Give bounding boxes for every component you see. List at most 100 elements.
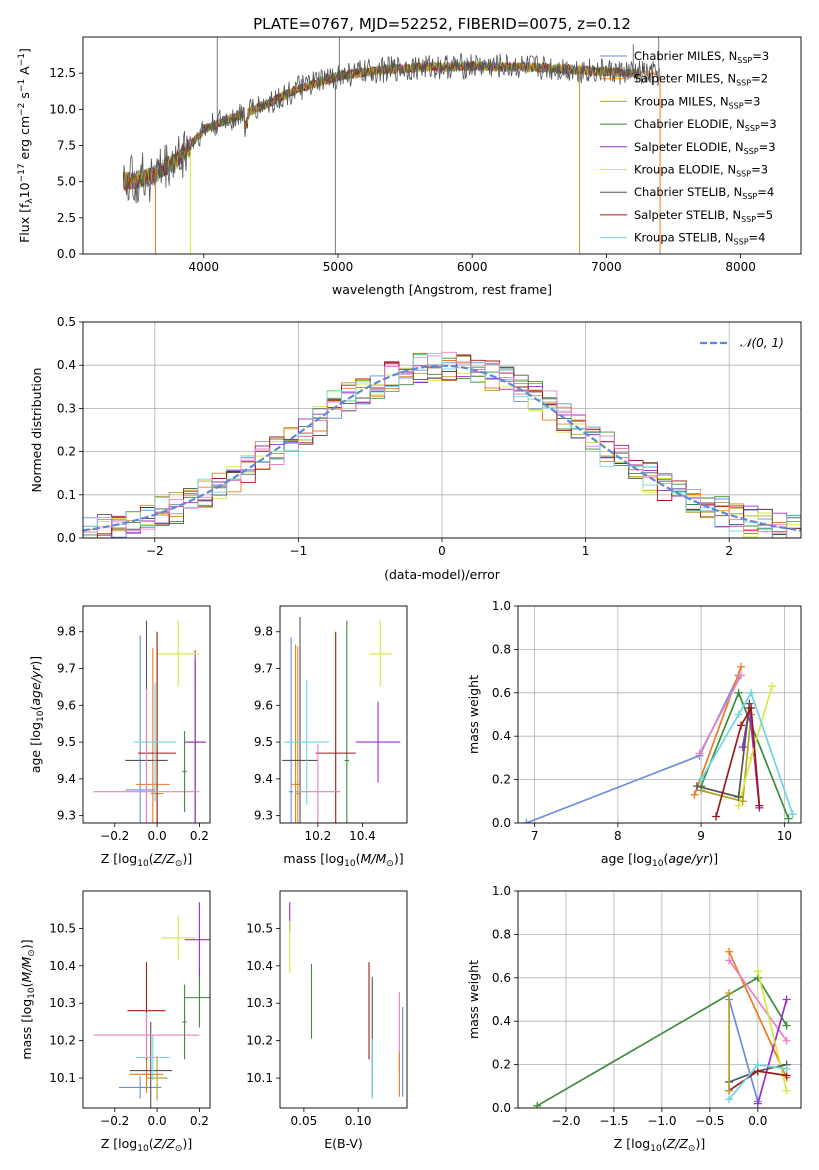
label-part: λ bbox=[25, 198, 35, 204]
legend-sub: SSP bbox=[741, 215, 756, 224]
label-part: −17 bbox=[17, 163, 27, 182]
y-tick-label: 10.1 bbox=[49, 1071, 76, 1085]
weight-marker bbox=[782, 1036, 791, 1045]
label-part: ⊙ bbox=[27, 949, 37, 957]
legend-name: Chabrier STELIB, N bbox=[634, 185, 742, 199]
weight-marker bbox=[734, 688, 743, 697]
legend-name: Salpeter ELODIE, N bbox=[634, 140, 744, 154]
label-part: ( bbox=[663, 851, 668, 866]
error-bars bbox=[289, 902, 404, 1099]
legend-label: Chabrier ELODIE, NSSP=3 bbox=[634, 117, 777, 133]
x-axis-label: Z [log10(Z/Z⊙)] bbox=[101, 1136, 192, 1154]
y-tick-label: 12.5 bbox=[49, 66, 76, 80]
weight-marker bbox=[690, 790, 699, 799]
label-part: M/M bbox=[19, 956, 34, 982]
weight-marker bbox=[745, 699, 754, 708]
y-tick-label: 0.6 bbox=[492, 971, 511, 985]
x-tick-label: 0.0 bbox=[148, 829, 167, 843]
legend-label: Chabrier STELIB, NSSP=4 bbox=[634, 185, 774, 201]
y-tick-label: 10.3 bbox=[49, 996, 76, 1010]
x-tick-label: 0.0 bbox=[148, 1114, 167, 1128]
weight-marker bbox=[725, 947, 734, 956]
y-tick-label: 2.5 bbox=[57, 211, 76, 225]
y-axis-label: mass weight bbox=[466, 960, 481, 1039]
label-part: Z [log bbox=[101, 851, 137, 866]
y-axis-label: age [log10(age/yr)] bbox=[28, 656, 46, 773]
y-tick-label: 10.5 bbox=[49, 921, 76, 935]
weight-lines bbox=[533, 947, 791, 1108]
y-axis-label: Normed distribution bbox=[29, 368, 44, 493]
residual-plot: −2 −1 0 1 2 0.0 0.1 0.2 0.3 0.4 0.5 𝒩(0, 1) (data-mo… bbox=[29, 315, 802, 582]
axes-frame bbox=[82, 605, 211, 824]
legend-sub: SSP bbox=[742, 192, 757, 201]
weight-line bbox=[728, 999, 759, 1102]
y-tick-label: 1.0 bbox=[492, 884, 511, 898]
x-tick-label: −0.2 bbox=[100, 1114, 129, 1128]
legend-label: 𝒩(0, 1) bbox=[740, 336, 784, 350]
weight-marker bbox=[738, 743, 747, 752]
label-part: Z [log bbox=[614, 1136, 650, 1151]
error-bars bbox=[282, 617, 401, 823]
y-tick-label: 9.7 bbox=[254, 662, 273, 676]
weight-marker bbox=[747, 753, 756, 762]
weight-line bbox=[715, 705, 761, 817]
label-part: −1 bbox=[17, 53, 27, 66]
label-part: ( bbox=[356, 851, 361, 866]
y-axis-label: Flux [fλ10−17 erg cm−2 s−1 A−1] bbox=[17, 48, 35, 243]
weight-marker bbox=[747, 688, 756, 697]
histograms bbox=[83, 351, 801, 538]
axes-frame bbox=[279, 890, 408, 1109]
label-part: age/yr bbox=[28, 665, 43, 706]
legend-count: =4 bbox=[757, 185, 774, 199]
weight-lines bbox=[522, 662, 797, 823]
y-tick-label: 0.3 bbox=[57, 401, 76, 415]
y-tick-label: 10.0 bbox=[49, 102, 76, 116]
label-part: Flux [f bbox=[17, 203, 32, 243]
y-tick-label: 0.0 bbox=[492, 816, 511, 830]
axes-frame bbox=[517, 890, 802, 1109]
legend-count: =4 bbox=[749, 231, 766, 245]
weight-marker bbox=[734, 710, 743, 719]
y-tick-label: 10.5 bbox=[246, 921, 273, 935]
legend-name: Chabrier MILES, N bbox=[634, 49, 737, 63]
legend-sub: SSP bbox=[736, 79, 751, 88]
axes-frame bbox=[82, 890, 211, 1109]
x-tick-label: 9 bbox=[697, 829, 705, 843]
label-part: ( bbox=[149, 851, 154, 866]
x-axis-label: Z [log10(Z/Z⊙)] bbox=[614, 1136, 705, 1154]
weight-marker bbox=[725, 1095, 734, 1104]
x-tick-label: 10 bbox=[777, 829, 792, 843]
y-tick-label: 0.5 bbox=[57, 315, 76, 329]
y-tick-label: 0.8 bbox=[492, 642, 511, 656]
x-tick-label: 0.10 bbox=[345, 1114, 372, 1128]
axes-frame bbox=[279, 605, 408, 824]
weight-marker bbox=[712, 812, 721, 821]
y-tick-label: 9.5 bbox=[57, 735, 76, 749]
weight-marker bbox=[788, 810, 797, 819]
legend-name: Kroupa MILES, N bbox=[634, 94, 729, 108]
weight-marker bbox=[782, 1064, 791, 1073]
y-tick-label: 9.8 bbox=[57, 625, 76, 639]
legend-label: Kroupa ELODIE, NSSP=3 bbox=[634, 163, 768, 179]
legend-name: Kroupa ELODIE, N bbox=[634, 163, 736, 177]
histogram-pink bbox=[83, 351, 801, 538]
weight-marker bbox=[737, 721, 746, 730]
label-part: age/yr bbox=[668, 851, 709, 866]
x-tick-label: 4000 bbox=[189, 260, 220, 274]
x-tick-label: −0.2 bbox=[100, 829, 129, 843]
y-tick-label: 10.2 bbox=[49, 1034, 76, 1048]
weight-line bbox=[756, 971, 788, 1091]
label-part: ( bbox=[19, 982, 34, 987]
y-tick-label: 9.4 bbox=[254, 772, 273, 786]
weight-marker bbox=[737, 662, 746, 671]
axes-frame bbox=[82, 321, 802, 539]
x-tick-label: 0.2 bbox=[190, 1114, 209, 1128]
y-tick-label: 10.4 bbox=[246, 959, 273, 973]
x-tick-label: −1.0 bbox=[647, 1114, 676, 1128]
x-tick-label: 2 bbox=[725, 544, 733, 558]
legend-sub: SSP bbox=[737, 56, 752, 65]
label-part: 10 bbox=[36, 710, 46, 722]
weight-marker bbox=[747, 703, 756, 712]
weight-marker bbox=[695, 749, 704, 758]
spectrum-line-salpeter_stelib bbox=[122, 60, 640, 193]
